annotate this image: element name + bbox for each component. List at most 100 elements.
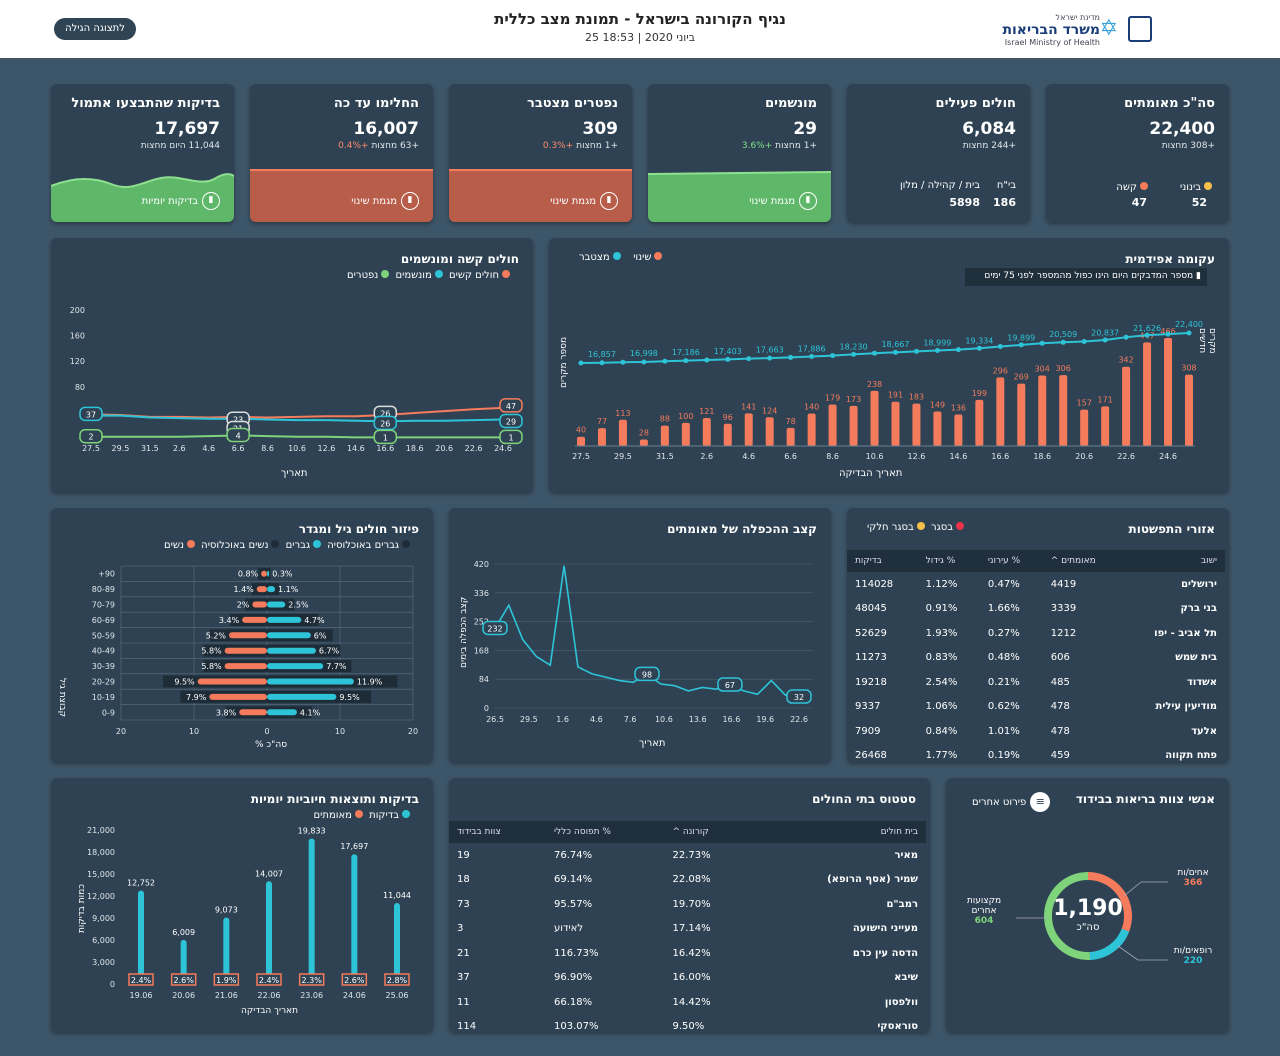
- x-tick: 24.6: [494, 444, 512, 453]
- line-point: [934, 347, 940, 353]
- column-header[interactable]: קורונה ^: [664, 821, 753, 843]
- bar-chart-icon: ▮: [401, 192, 419, 210]
- staff-card: אנשי צוות בריאות בבידוד ≡פירוט אחרים 1,1…: [946, 778, 1229, 1032]
- point-label-box: [634, 666, 660, 682]
- bar-label: 40: [576, 426, 586, 435]
- bar-label: 269: [1014, 373, 1029, 382]
- x-tick: 10.6: [655, 715, 673, 724]
- trend-button[interactable]: ▮מגמת שינוי: [351, 192, 419, 210]
- table-row[interactable]: אשדוד 485 0.21% 2.54% 19218: [847, 670, 1225, 695]
- table-cell: אלעד: [1191, 725, 1217, 737]
- x-tick: 18.6: [406, 444, 424, 453]
- table-row[interactable]: וולפסון 14.42% 66.18% 11: [449, 990, 926, 1015]
- table-cell: ירושלים: [1181, 578, 1217, 590]
- female-value: 9.5%: [174, 678, 195, 687]
- line-label: 16,998: [630, 349, 658, 358]
- series-line: [91, 434, 503, 439]
- table-row[interactable]: פתח תקווה 459 0.19% 1.77% 26468: [847, 744, 1225, 763]
- age-label: 20-29: [92, 678, 115, 687]
- kpi-title: סה"כ מאומתים: [1124, 96, 1215, 111]
- column-header[interactable]: בדיקות: [847, 550, 918, 572]
- table-row[interactable]: שמיר (אסף הרופא) 22.08% 69.14% 18: [449, 868, 926, 893]
- table-row[interactable]: סוראסקי 9.50% 103.07% 114: [449, 1015, 926, 1032]
- trend-button[interactable]: ▮מגמת שינוי: [550, 192, 618, 210]
- mild-count: 52: [1191, 196, 1207, 209]
- y-tick: 0: [484, 704, 489, 713]
- kpi-value: 6,084: [962, 119, 1016, 139]
- bar-label: 183: [909, 393, 924, 402]
- bar-label: 199: [972, 389, 987, 398]
- x-tick: 2.6: [173, 444, 186, 453]
- section-title: פיזור חולים גיל ומגדר: [298, 522, 419, 536]
- table-cell: 26468: [855, 750, 887, 762]
- bar: [975, 399, 984, 446]
- test-bar: [180, 939, 187, 984]
- x-tick: 27.5: [82, 444, 100, 453]
- table-row[interactable]: תל אביב - יפו 1212 0.27% 1.93% 52629: [847, 621, 1225, 646]
- kpi-value: 16,007: [353, 119, 419, 139]
- kpi-value: 17,697: [154, 119, 220, 139]
- detail-button[interactable]: ≡פירוט אחרים: [972, 792, 1051, 812]
- table-row[interactable]: שיבא 16.00% 96.90% 37: [449, 966, 926, 991]
- bar-label: 124: [762, 406, 777, 415]
- ministry-logo: מדינת ישראל משרד הבריאות Israel Ministry…: [1002, 13, 1100, 47]
- x-axis-label: תאריך הבדיקה: [839, 468, 903, 479]
- x-tick: 22.06: [258, 991, 281, 1000]
- male-bar: [267, 693, 337, 700]
- table-row[interactable]: מעייני הישועה 17.14% לאידוע 3: [449, 917, 926, 942]
- column-header[interactable]: צוות בבידוד: [449, 821, 546, 843]
- state-emblem-icon: [1128, 16, 1152, 42]
- bar: [849, 405, 858, 446]
- column-header[interactable]: מאומתים ^: [1042, 550, 1123, 572]
- bar-chart-icon: ▮: [600, 192, 618, 210]
- table-row[interactable]: אלעד 478 1.01% 0.84% 7909: [847, 719, 1225, 744]
- bar-label: 306: [1056, 364, 1071, 373]
- y-tick: 200: [70, 306, 85, 315]
- bar-label: 296: [993, 366, 1008, 375]
- test-bar: [308, 838, 315, 984]
- column-header[interactable]: בית חולים: [752, 821, 926, 843]
- x-tick: 22.6: [465, 444, 483, 453]
- cumulative-line: [580, 332, 1190, 364]
- table-cell: לאידוע: [554, 923, 584, 935]
- table-row[interactable]: רמב"ם 19.70% 95.57% 73: [449, 892, 926, 917]
- bar-label: 14,007: [255, 869, 283, 878]
- donut-slice: [1044, 872, 1091, 960]
- daily-tests-button[interactable]: ▮בדיקות יומיות: [142, 192, 220, 210]
- x-tick: 10: [189, 727, 199, 736]
- female-bar: [224, 663, 267, 670]
- bar-label: 149: [930, 400, 945, 409]
- point-label: 47: [506, 402, 516, 411]
- point-label-box: [79, 428, 103, 444]
- column-header[interactable]: % גידול: [917, 550, 980, 572]
- bar-label: 9,073: [215, 905, 238, 914]
- view-toggle-button[interactable]: לתצוגה הגילה: [54, 18, 136, 40]
- kpi-title: החלימו עד כה: [333, 96, 419, 111]
- point-label-box: [499, 429, 523, 445]
- trend-button[interactable]: ▮מגמת שינוי: [749, 192, 817, 210]
- male-bar: [267, 616, 302, 623]
- table-cell: 22.73%: [672, 849, 711, 861]
- point-label: 4: [236, 431, 241, 440]
- table-row[interactable]: הדסה עין כרם 16.42% 116.73% 21: [449, 941, 926, 966]
- line-point: [1165, 331, 1171, 337]
- table-row[interactable]: מודיעין עילית 478 0.62% 1.06% 9337: [847, 695, 1225, 720]
- table-cell: 1.66%: [987, 603, 1020, 615]
- table-cell: 1212: [1050, 627, 1077, 639]
- age-gender-card: פיזור חולים גיל ומגדר גברים באוכלוסיה גב…: [51, 508, 433, 762]
- table-cell: 485: [1050, 676, 1070, 688]
- series-line: [91, 414, 504, 423]
- table-row[interactable]: ירושלים 4419 0.47% 1.12% 114028: [847, 572, 1225, 597]
- table-row[interactable]: בני ברק 3339 1.66% 0.91% 48045: [847, 597, 1225, 622]
- column-header[interactable]: ישוב: [1122, 550, 1225, 572]
- y-tick: 84: [479, 675, 489, 684]
- line-point: [830, 353, 836, 359]
- column-header[interactable]: % עירוני: [979, 550, 1043, 572]
- male-value: 7.7%: [326, 662, 347, 671]
- y-tick: 6,000: [92, 936, 115, 945]
- table-row[interactable]: מאיר 22.73% 76.74% 19: [449, 843, 926, 868]
- column-header[interactable]: % תפוסה כללי: [546, 821, 665, 843]
- y-tick: 9,000: [92, 914, 115, 923]
- table-row[interactable]: בית שמש 606 0.48% 0.83% 11273: [847, 646, 1225, 671]
- line-point: [892, 349, 898, 355]
